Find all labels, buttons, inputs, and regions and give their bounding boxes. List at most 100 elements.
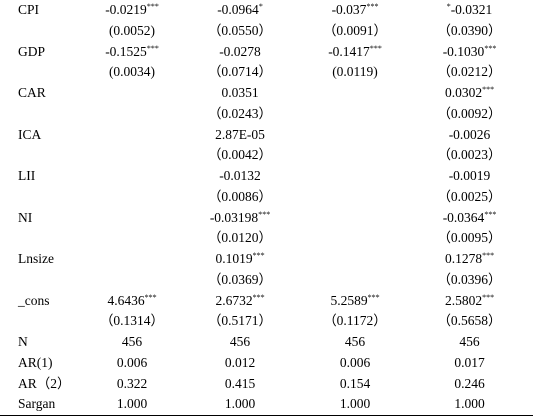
cell: -0.1417***	[304, 42, 406, 63]
empty-cell	[304, 187, 406, 208]
significance: ***	[146, 2, 159, 11]
cell: （0.0714）	[207, 64, 273, 80]
empty-cell	[88, 145, 176, 166]
table-row: ICA 2.87E-05 -0.0026	[0, 125, 533, 146]
cell: -0.0278	[219, 43, 261, 59]
table-row: GDP -0.1525*** -0.0278 -0.1417*** -0.1030***	[0, 42, 533, 63]
table-row: Sargan 1.000 1.000 1.000 1.000	[0, 394, 533, 415]
coefficient: -0.1417	[328, 43, 370, 59]
empty-cell	[304, 83, 406, 104]
cell: （0.0243）	[207, 105, 273, 121]
table-row: CPI -0.0219*** -0.0964* -0.037*** *-0.0321	[0, 0, 533, 21]
cell: -0.037***	[304, 0, 406, 21]
empty-cell	[88, 249, 176, 270]
cell: 456	[459, 334, 480, 349]
table-row: _cons 4.6436*** 2.6732*** 5.2589*** 2.5802**…	[0, 291, 533, 312]
empty-cell	[88, 83, 176, 104]
cell: -0.0219***	[88, 0, 176, 21]
significance: ***	[367, 292, 380, 302]
table-row: Lnsize 0.1019*** 0.1278***	[0, 249, 533, 270]
cell: （0.0120）	[207, 230, 273, 246]
coefficient: -0.0964	[217, 2, 259, 17]
cell: (0.0052)	[108, 22, 156, 38]
coefficient: -0.0321	[450, 2, 493, 17]
cell: -0.1030***	[406, 42, 533, 63]
cell: （0.0091）	[322, 22, 388, 38]
empty-cell	[304, 145, 406, 166]
row-label: Lnsize	[18, 251, 54, 266]
cell: （0.5658）	[437, 313, 502, 329]
cell: -0.0364***	[406, 208, 533, 229]
significance: ***	[144, 292, 157, 302]
table-row: LII -0.0132 -0.0019	[0, 166, 533, 187]
cell: 1.000	[224, 396, 256, 412]
empty-cell	[304, 249, 406, 270]
empty-cell	[304, 166, 406, 187]
empty-cell	[88, 270, 176, 291]
cell: -0.0019	[448, 168, 491, 183]
coefficient: 0.1278	[444, 251, 483, 266]
cell: （0.0025）	[437, 188, 502, 204]
cell: （0.0369）	[207, 271, 273, 287]
row-label: CPI	[18, 2, 40, 17]
cell: 0.322	[116, 375, 148, 391]
table-row: NI -0.03198*** -0.0364***	[0, 208, 533, 229]
empty-cell	[88, 228, 176, 249]
row-label: LII	[18, 168, 36, 183]
table-row: （0.0369） （0.0396）	[0, 270, 533, 291]
row-label	[0, 270, 88, 291]
coefficient: -0.037	[331, 2, 367, 17]
cell: （0.0212）	[437, 64, 502, 80]
cell: 0.246	[454, 375, 485, 391]
row-label	[0, 311, 88, 332]
cell: 0.012	[224, 354, 256, 370]
empty-cell	[304, 104, 406, 125]
empty-cell	[304, 208, 406, 229]
cell: 0.415	[224, 375, 256, 391]
significance: ***	[482, 85, 495, 94]
cell: （0.0042）	[207, 147, 273, 163]
empty-cell	[88, 104, 176, 125]
cell: （0.1172）	[323, 313, 387, 329]
row-label: AR（2）	[18, 375, 71, 391]
coefficient: -0.0219	[105, 2, 147, 17]
cell: （0.0086）	[207, 188, 273, 204]
coefficient: -0.1030	[442, 43, 485, 59]
cell: （0.0023）	[437, 147, 502, 163]
significance: ***	[484, 209, 497, 219]
row-label	[0, 187, 88, 208]
significance: ***	[366, 2, 379, 11]
table-row: （0.0243） （0.0092）	[0, 104, 533, 125]
significance: ***	[252, 292, 265, 302]
cell: 0.0351	[221, 85, 259, 100]
row-label: N	[18, 334, 28, 349]
cell: -0.0026	[448, 126, 491, 142]
significance: *	[446, 2, 451, 11]
empty-cell	[88, 187, 176, 208]
significance: ***	[482, 251, 495, 260]
cell: -0.03198***	[176, 208, 304, 229]
coefficient: -0.0364	[442, 209, 485, 225]
table-row: （0.0042） （0.0023）	[0, 145, 533, 166]
cell: （0.0095）	[437, 230, 502, 246]
cell: -0.1525***	[88, 42, 176, 63]
row-label: AR(1)	[18, 354, 53, 370]
cell: 2.6732***	[176, 291, 304, 312]
table-row: AR（2） 0.322 0.415 0.154 0.246	[0, 374, 533, 395]
coefficient: 2.6732	[215, 292, 253, 308]
coefficient: -0.03198	[209, 209, 259, 225]
empty-cell	[88, 166, 176, 187]
significance: ***	[252, 251, 265, 260]
row-label: Sargan	[18, 396, 56, 412]
cell: 2.87E-05	[215, 126, 265, 142]
cell: 2.5802***	[406, 291, 533, 312]
row-label	[0, 21, 88, 42]
empty-cell	[304, 270, 406, 291]
row-label: ICA	[18, 126, 42, 142]
significance: ***	[369, 43, 382, 53]
table-row: AR(1) 0.006 0.012 0.006 0.017	[0, 353, 533, 374]
table-row: （0.0086） （0.0025）	[0, 187, 533, 208]
